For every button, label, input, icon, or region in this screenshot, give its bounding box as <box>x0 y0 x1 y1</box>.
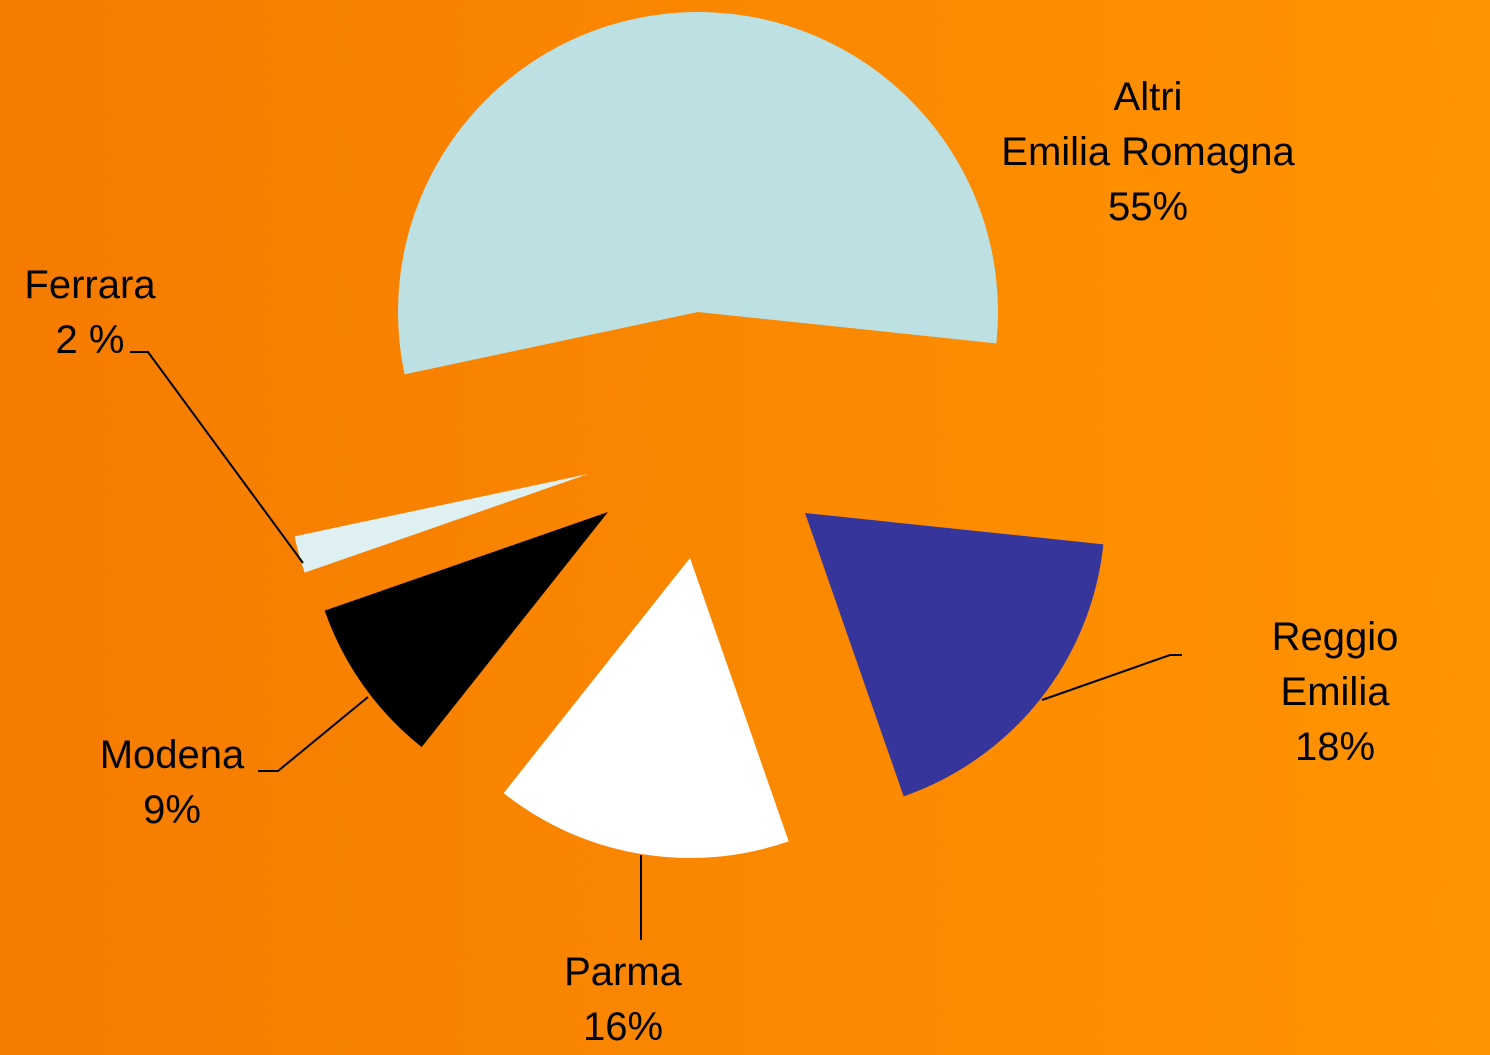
slice-label: Modena 9% <box>100 728 245 838</box>
value-label: 2 % <box>55 318 125 362</box>
pie-slice <box>398 12 999 375</box>
leader-line <box>130 351 304 564</box>
value-label: 55% <box>1107 185 1189 229</box>
value-label: 9% <box>143 788 201 832</box>
category-label: Ferrara <box>24 263 156 307</box>
pie-slice <box>324 512 608 748</box>
category-label: Modena <box>99 733 245 777</box>
slice-label: Reggio Emilia 18% <box>1258 610 1413 775</box>
category-label: Parma <box>564 950 682 994</box>
slice-label: Ferrara 2 % <box>24 258 155 368</box>
leader-line <box>1041 654 1182 701</box>
leader-line <box>258 696 369 772</box>
value-label: 16% <box>582 1005 664 1049</box>
value-label: 18% <box>1294 725 1376 769</box>
category-label: Altri Emilia Romagna <box>1001 75 1295 174</box>
slice-label: Altri Emilia Romagna 55% <box>1001 70 1294 235</box>
pie-slice <box>805 513 1104 797</box>
slice-label: Parma 16% <box>564 945 682 1055</box>
category-label: Reggio Emilia <box>1271 615 1399 714</box>
pie-slice <box>503 558 789 859</box>
pie-slice <box>294 474 588 573</box>
